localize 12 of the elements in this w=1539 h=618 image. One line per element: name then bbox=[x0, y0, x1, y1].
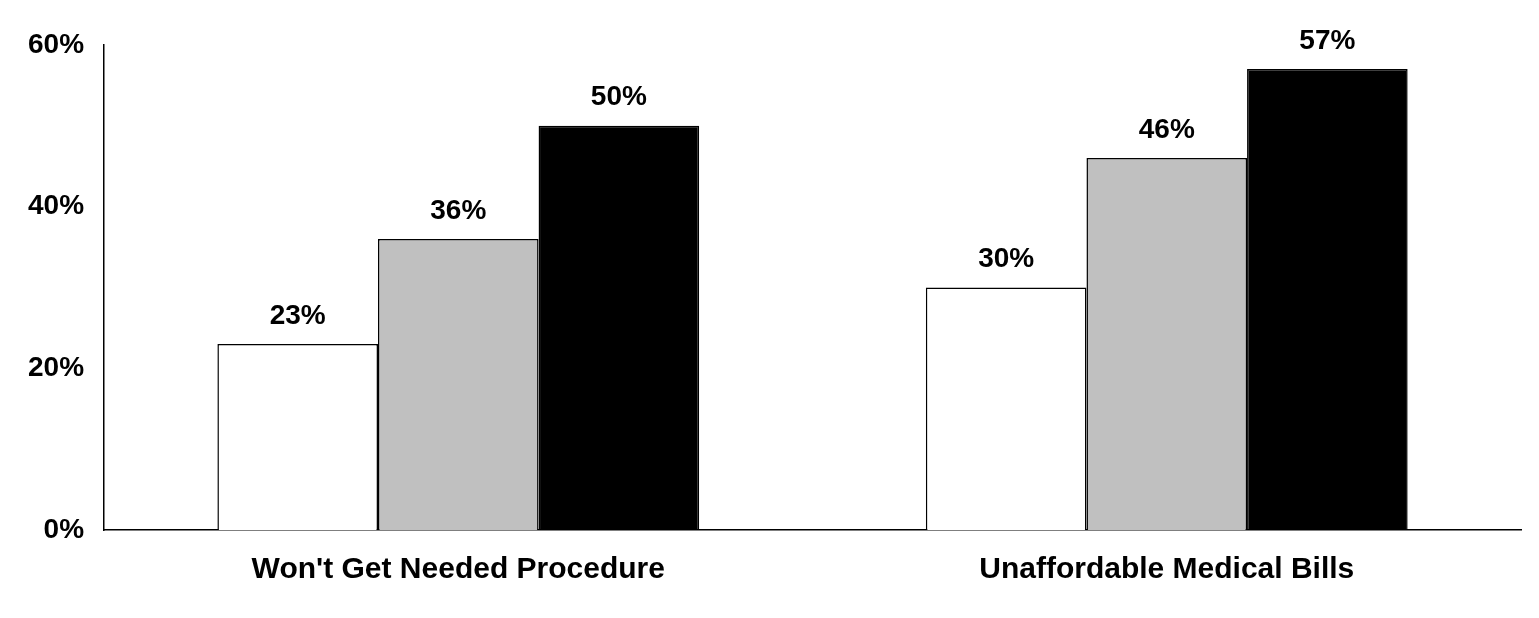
x-tick-label: Won't Get Needed Procedure bbox=[251, 551, 665, 585]
data-label: 50% bbox=[590, 80, 647, 112]
y-tick-label: 0% bbox=[43, 512, 85, 544]
y-tick-label: 60% bbox=[27, 27, 85, 59]
x-tick-label: Unaffordable Medical Bills bbox=[979, 551, 1355, 585]
y-tick-label: 20% bbox=[27, 350, 85, 382]
data-label: 30% bbox=[978, 242, 1035, 274]
data-label: 36% bbox=[430, 193, 487, 225]
data-label: 23% bbox=[269, 298, 326, 330]
data-label: 46% bbox=[1138, 112, 1195, 144]
y-tick-label: 40% bbox=[27, 189, 85, 221]
data-label: 57% bbox=[1299, 23, 1356, 55]
